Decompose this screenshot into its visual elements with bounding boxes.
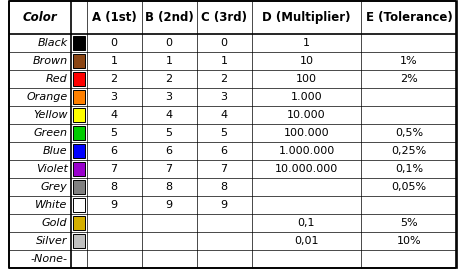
Text: 8: 8 xyxy=(166,182,173,192)
Text: 10.000.000: 10.000.000 xyxy=(275,164,338,174)
Text: C (3rd): C (3rd) xyxy=(201,11,247,24)
Text: 0,1: 0,1 xyxy=(298,218,315,228)
Text: 3: 3 xyxy=(166,92,173,102)
Text: 8: 8 xyxy=(220,182,227,192)
Bar xyxy=(73,180,85,194)
Bar xyxy=(73,72,85,86)
Bar xyxy=(73,108,85,122)
Bar xyxy=(73,36,85,50)
Text: 5: 5 xyxy=(111,128,118,138)
Bar xyxy=(73,198,85,212)
Text: 100.000: 100.000 xyxy=(284,128,329,138)
Text: B (2nd): B (2nd) xyxy=(145,11,193,24)
Bar xyxy=(73,54,85,68)
Text: 0,5%: 0,5% xyxy=(395,128,423,138)
Text: White: White xyxy=(35,200,67,210)
Text: A (1st): A (1st) xyxy=(92,11,136,24)
Text: Grey: Grey xyxy=(41,182,67,192)
Text: Yellow: Yellow xyxy=(33,110,67,120)
Text: 2%: 2% xyxy=(400,74,418,84)
Text: 0,25%: 0,25% xyxy=(392,146,426,156)
Text: E (Tolerance): E (Tolerance) xyxy=(365,11,452,24)
Text: Brown: Brown xyxy=(33,56,67,66)
Text: 4: 4 xyxy=(111,110,118,120)
Text: 5: 5 xyxy=(220,128,227,138)
Text: 2: 2 xyxy=(111,74,118,84)
Text: 0,05%: 0,05% xyxy=(392,182,426,192)
Text: 8: 8 xyxy=(111,182,118,192)
Text: -None-: -None- xyxy=(31,254,67,264)
Text: 9: 9 xyxy=(220,200,227,210)
Text: Color: Color xyxy=(22,11,57,24)
Bar xyxy=(73,234,85,248)
Text: Silver: Silver xyxy=(36,236,67,246)
Text: 2: 2 xyxy=(166,74,173,84)
Text: 3: 3 xyxy=(220,92,227,102)
Text: 4: 4 xyxy=(220,110,227,120)
Text: Gold: Gold xyxy=(42,218,67,228)
Text: 1: 1 xyxy=(303,38,310,48)
Text: 0: 0 xyxy=(166,38,173,48)
Text: D (Multiplier): D (Multiplier) xyxy=(262,11,351,24)
Text: Black: Black xyxy=(37,38,67,48)
Text: 7: 7 xyxy=(220,164,227,174)
Text: 5: 5 xyxy=(166,128,173,138)
Bar xyxy=(73,90,85,104)
Text: 9: 9 xyxy=(111,200,118,210)
Text: 1.000.000: 1.000.000 xyxy=(279,146,335,156)
Text: Orange: Orange xyxy=(26,92,67,102)
Bar xyxy=(73,216,85,230)
Text: 2: 2 xyxy=(220,74,227,84)
Text: 7: 7 xyxy=(111,164,118,174)
Bar xyxy=(73,144,85,158)
Text: 5%: 5% xyxy=(400,218,418,228)
Bar xyxy=(73,126,85,140)
Text: Blue: Blue xyxy=(43,146,67,156)
Text: Violet: Violet xyxy=(36,164,67,174)
Text: Green: Green xyxy=(33,128,67,138)
Text: 7: 7 xyxy=(166,164,173,174)
Text: 1: 1 xyxy=(111,56,118,66)
Text: 10.000: 10.000 xyxy=(287,110,326,120)
Text: 0: 0 xyxy=(220,38,227,48)
Text: 100: 100 xyxy=(296,74,317,84)
Text: 10%: 10% xyxy=(397,236,421,246)
Text: 4: 4 xyxy=(166,110,173,120)
Text: 0,01: 0,01 xyxy=(294,236,319,246)
Text: 1.000: 1.000 xyxy=(291,92,322,102)
Text: 1%: 1% xyxy=(400,56,418,66)
Text: Red: Red xyxy=(46,74,67,84)
Text: 6: 6 xyxy=(166,146,173,156)
Text: 0: 0 xyxy=(111,38,118,48)
Bar xyxy=(73,162,85,176)
Text: 10: 10 xyxy=(299,56,313,66)
Text: 3: 3 xyxy=(111,92,118,102)
Text: 6: 6 xyxy=(220,146,227,156)
Text: 9: 9 xyxy=(166,200,173,210)
Text: 1: 1 xyxy=(166,56,173,66)
Text: 0,1%: 0,1% xyxy=(395,164,423,174)
Text: 6: 6 xyxy=(111,146,118,156)
Text: 1: 1 xyxy=(220,56,227,66)
